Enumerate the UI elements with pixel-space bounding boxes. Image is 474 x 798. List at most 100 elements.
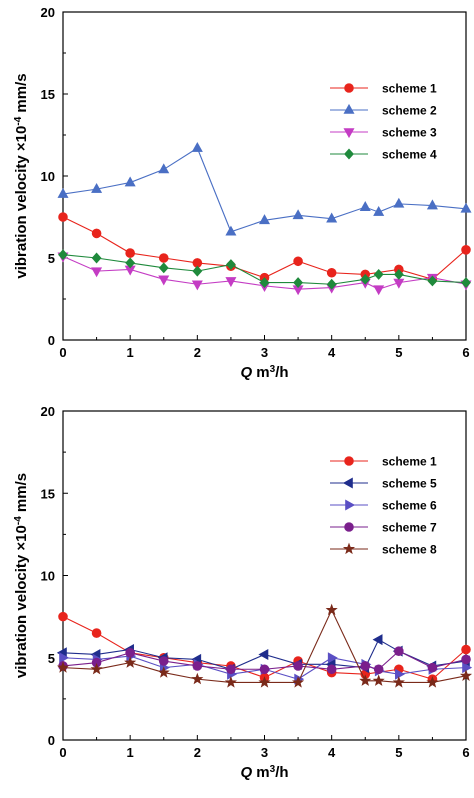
legend-marker [344, 83, 354, 93]
data-point [125, 648, 135, 658]
legend-entry: scheme 3 [330, 126, 437, 140]
x-axis-label-unit: m [256, 764, 269, 781]
data-point [461, 245, 471, 255]
y-axis-label-main: vibration velocity [13, 551, 30, 679]
legend-label: scheme 3 [382, 126, 437, 140]
data-point [158, 253, 169, 263]
data-point [225, 225, 237, 236]
x-tick-label: 6 [462, 345, 469, 360]
data-point [326, 664, 337, 675]
data-point [461, 644, 471, 655]
legend-marker [345, 499, 356, 511]
data-point [192, 265, 203, 277]
x-tick-label: 0 [59, 345, 66, 360]
data-point [359, 674, 372, 686]
data-point [91, 252, 102, 264]
x-tick-label: 1 [127, 745, 134, 760]
data-point [293, 256, 303, 267]
data-point [258, 648, 269, 660]
legend-label: scheme 4 [382, 148, 437, 162]
data-point [373, 205, 385, 216]
data-point [326, 212, 338, 223]
y-axis-label-exp: -4 [13, 116, 24, 125]
legend-label: scheme 1 [382, 455, 437, 469]
data-point [58, 611, 68, 622]
data-point [292, 209, 304, 220]
data-point [394, 646, 404, 656]
data-point [327, 652, 338, 664]
legend-entry: scheme 8 [330, 543, 437, 557]
legend-entry: scheme 1 [330, 455, 437, 469]
data-point [372, 634, 383, 646]
series-4 [58, 646, 471, 675]
data-point [91, 228, 102, 239]
y-tick-label: 0 [48, 733, 55, 748]
x-tick-label: 5 [395, 745, 402, 760]
x-tick-label: 1 [127, 345, 134, 360]
y-tick-label: 15 [41, 486, 55, 501]
data-point [461, 277, 471, 289]
data-point [426, 676, 439, 688]
legend-entry: scheme 2 [330, 104, 437, 118]
x-tick-label: 0 [59, 745, 66, 760]
data-point [157, 666, 170, 678]
data-point [373, 285, 385, 296]
legend-marker [344, 148, 354, 160]
x-tick-label: 3 [261, 745, 268, 760]
legend-entry: scheme 4 [330, 148, 437, 162]
data-point [225, 277, 237, 288]
data-point [124, 656, 137, 668]
data-point [125, 257, 136, 269]
data-point [462, 662, 473, 674]
data-point [158, 262, 169, 274]
legend-entry: scheme 1 [330, 82, 437, 96]
data-point [325, 603, 338, 616]
data-point [58, 249, 68, 261]
data-point [192, 661, 203, 671]
data-point [395, 668, 405, 680]
data-point [226, 664, 236, 675]
x-tick-label: 2 [194, 345, 201, 360]
legend-marker [342, 542, 356, 555]
data-point [191, 280, 203, 291]
series-2 [57, 142, 472, 236]
data-point [191, 142, 203, 152]
x-tick-label: 4 [328, 745, 336, 760]
data-point [459, 669, 473, 681]
series-line [62, 255, 467, 290]
data-point [158, 656, 169, 666]
data-point [360, 661, 371, 671]
data-point [91, 183, 103, 193]
y-axis-label: vibration velocity ×10-4 mm/s [13, 73, 31, 278]
y-tick-label: 20 [41, 5, 55, 20]
x-tick-label: 3 [261, 345, 268, 360]
y-axis-label: vibration velocity ×10-4 mm/s [13, 473, 31, 678]
data-point [460, 202, 472, 213]
y-axis-label-exp: -4 [13, 516, 24, 525]
data-point [158, 163, 170, 174]
data-point [259, 664, 270, 675]
data-point [258, 676, 271, 688]
x-axis-label: Q m3/h [240, 364, 288, 382]
series-5 [56, 603, 473, 688]
legend-marker [342, 477, 353, 489]
legend-marker [344, 522, 354, 532]
data-point [226, 259, 236, 271]
data-point [426, 199, 438, 210]
y-axis-label-main: vibration velocity [13, 151, 30, 279]
data-point [373, 664, 384, 675]
data-point [125, 248, 135, 258]
y-axis-label-factor: ×10 [13, 525, 30, 550]
data-point [59, 652, 70, 664]
legend-label: scheme 8 [382, 543, 437, 557]
data-point [427, 662, 438, 673]
data-point [224, 676, 237, 688]
y-tick-label: 0 [48, 333, 55, 348]
data-point [393, 197, 405, 208]
x-axis-label-unit-rest: /h [275, 764, 288, 781]
legend-label: scheme 2 [382, 104, 437, 118]
data-point [58, 212, 68, 222]
